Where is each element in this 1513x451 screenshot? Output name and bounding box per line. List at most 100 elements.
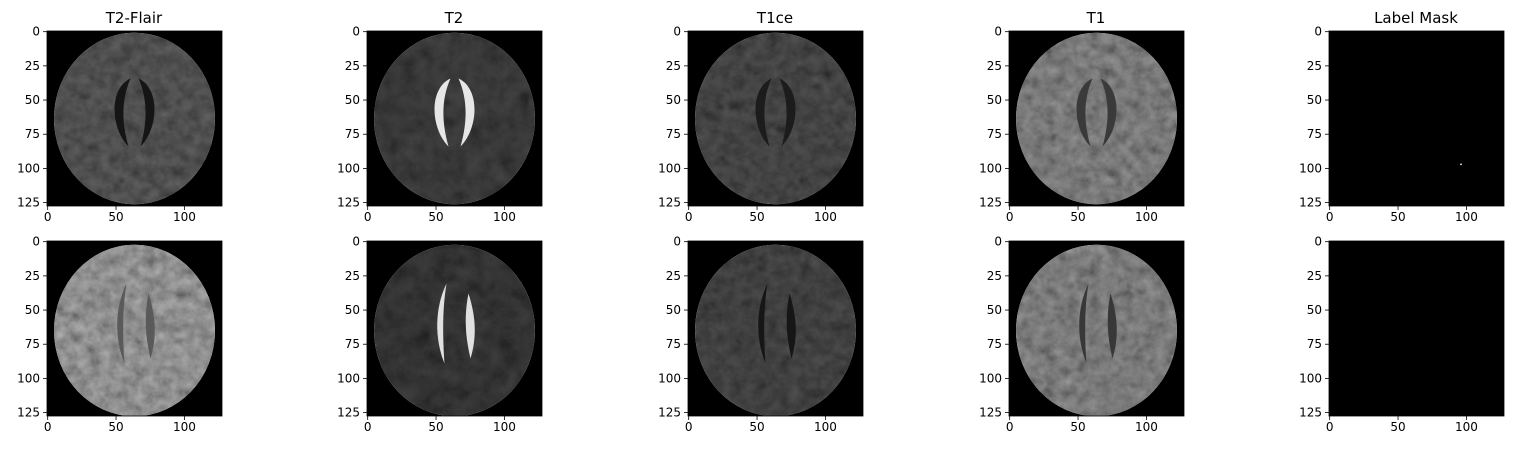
panel-r0-c3: 0 50 100 0 25 50 75 100 125 <box>979 25 1185 224</box>
x-tick-label: 0 <box>1326 210 1334 224</box>
y-tick-label: 25 <box>345 269 360 283</box>
y-tick-label: 100 <box>17 161 40 175</box>
x-tick-label: 50 <box>428 420 443 434</box>
y-tick-label: 25 <box>666 59 681 73</box>
x-tick-label: 100 <box>1135 420 1158 434</box>
column-title-t1: T1 <box>1086 9 1106 27</box>
y-tick-label: 125 <box>658 406 681 420</box>
y-tick-label: 75 <box>987 337 1002 351</box>
image-content <box>1016 244 1177 416</box>
y-tick-label: 125 <box>17 196 40 210</box>
y-tick-label: 100 <box>1299 161 1322 175</box>
x-tick-label: 100 <box>814 420 837 434</box>
y-tick-label: 100 <box>658 371 681 385</box>
y-tick-label: 75 <box>1307 337 1322 351</box>
x-tick-label: 0 <box>685 210 693 224</box>
x-tick-label: 100 <box>493 210 516 224</box>
ventricle-right <box>779 78 796 147</box>
axes-frame <box>1008 240 1185 417</box>
x-tick-label: 100 <box>493 420 516 434</box>
y-tick-label: 125 <box>17 406 40 420</box>
x-tick-label: 0 <box>1006 210 1014 224</box>
x-tick-label: 50 <box>1390 420 1405 434</box>
y-tick-label: 75 <box>987 127 1002 141</box>
y-tick-label: 100 <box>979 371 1002 385</box>
column-title-t1ce: T1ce <box>756 9 793 27</box>
y-tick-label: 50 <box>666 93 681 107</box>
image-content <box>54 32 215 205</box>
y-tick-label: 0 <box>994 235 1002 249</box>
y-tick-label: 0 <box>1314 235 1322 249</box>
column-title-t2-flair: T2-Flair <box>105 9 163 27</box>
ventricle-left <box>114 78 131 147</box>
panel-r0-c0: 0 50 100 0 25 50 75 100 125 <box>17 25 223 224</box>
y-tick-label: 0 <box>32 25 40 39</box>
ventricle-right <box>145 293 155 359</box>
x-tick-label: 0 <box>1326 420 1334 434</box>
image-background <box>1329 241 1504 416</box>
y-tick-label: 100 <box>337 371 360 385</box>
y-tick-label: 100 <box>337 161 360 175</box>
y-tick-label: 75 <box>1307 127 1322 141</box>
y-tick-label: 0 <box>32 235 40 249</box>
ventricle-right <box>786 293 796 359</box>
y-tick-label: 25 <box>1307 59 1322 73</box>
brain-slice <box>374 32 535 205</box>
y-tick-label: 50 <box>345 93 360 107</box>
x-tick-label: 100 <box>814 210 837 224</box>
x-tick-label: 50 <box>108 210 123 224</box>
x-tick-label: 0 <box>44 420 52 434</box>
ventricle-left <box>758 283 768 364</box>
y-tick-label: 25 <box>666 269 681 283</box>
panel-r1-c1: 0 50 100 0 25 50 75 100 125 <box>337 235 543 434</box>
x-tick-label: 0 <box>685 420 693 434</box>
brain-slice <box>374 244 535 416</box>
panel-r0-c2: 0 50 100 0 25 50 75 100 125 <box>658 25 864 224</box>
image-content <box>1016 32 1177 205</box>
y-tick-label: 0 <box>673 235 681 249</box>
y-tick-label: 50 <box>987 93 1002 107</box>
column-title-t2: T2 <box>444 9 464 27</box>
column-title-label-mask: Label Mask <box>1374 9 1458 27</box>
y-tick-label: 100 <box>17 371 40 385</box>
y-tick-label: 125 <box>658 196 681 210</box>
y-tick-label: 0 <box>1314 25 1322 39</box>
x-tick-label: 0 <box>1006 420 1014 434</box>
brain-slice <box>1016 32 1177 205</box>
y-tick-label: 125 <box>1299 406 1322 420</box>
y-tick-label: 25 <box>25 269 40 283</box>
y-tick-label: 75 <box>666 337 681 351</box>
axes-frame <box>366 240 543 417</box>
ventricle-right <box>458 78 475 147</box>
x-tick-label: 100 <box>173 420 196 434</box>
image-background <box>1329 31 1504 206</box>
x-tick-label: 0 <box>44 210 52 224</box>
brain-slice <box>1016 244 1177 416</box>
x-tick-label: 0 <box>364 210 372 224</box>
x-tick-label: 50 <box>1070 420 1085 434</box>
y-tick-label: 125 <box>1299 196 1322 210</box>
y-tick-label: 75 <box>345 127 360 141</box>
panel-r1-c3: 0 50 100 0 25 50 75 100 125 <box>979 235 1185 434</box>
x-tick-label: 50 <box>1070 210 1085 224</box>
image-content <box>695 244 856 416</box>
ventricle-left <box>1076 78 1093 147</box>
y-tick-label: 75 <box>25 337 40 351</box>
mask-point <box>1460 163 1462 166</box>
y-tick-label: 125 <box>979 196 1002 210</box>
x-tick-label: 100 <box>1455 210 1478 224</box>
x-tick-label: 100 <box>1135 210 1158 224</box>
y-tick-label: 25 <box>345 59 360 73</box>
y-tick-label: 0 <box>352 25 360 39</box>
y-tick-label: 0 <box>673 25 681 39</box>
ventricle-left <box>437 283 447 364</box>
axes-frame <box>1008 30 1185 207</box>
y-tick-label: 75 <box>345 337 360 351</box>
brain-slice <box>695 32 856 205</box>
y-tick-label: 50 <box>25 93 40 107</box>
image-content <box>374 244 535 416</box>
ventricle-right <box>138 78 155 147</box>
y-tick-label: 100 <box>979 161 1002 175</box>
y-tick-label: 25 <box>25 59 40 73</box>
